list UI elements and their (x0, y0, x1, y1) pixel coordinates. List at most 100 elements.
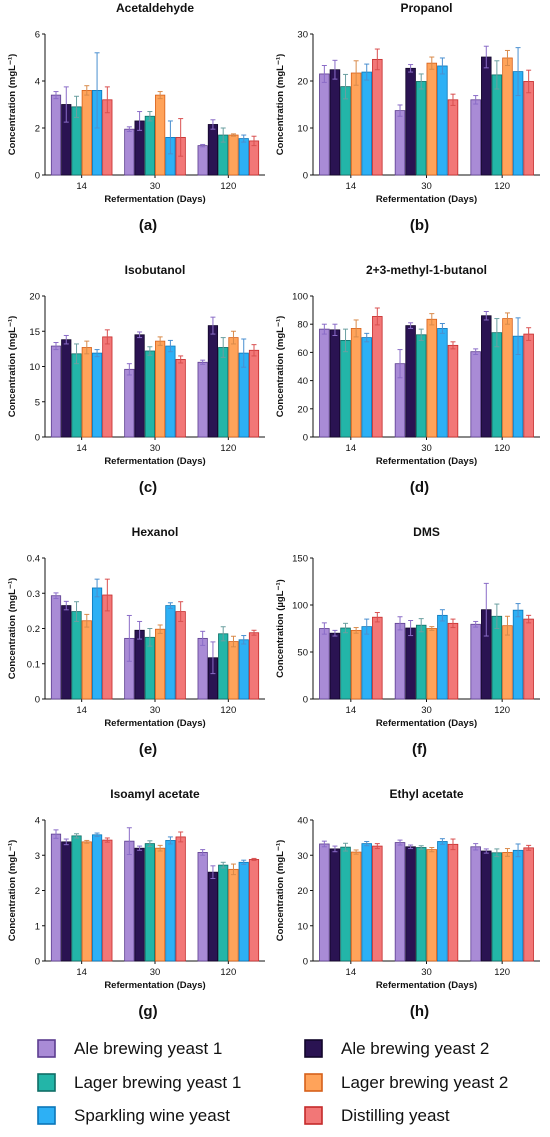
y-axis-label: Concentration (mgL⁻¹) (275, 840, 286, 942)
bar (61, 841, 72, 962)
bar (426, 318, 438, 438)
bar (91, 834, 103, 962)
legend-swatch (37, 1073, 56, 1092)
bar (248, 349, 260, 438)
bar (523, 618, 534, 700)
panel-title: Isoamyl acetate (110, 787, 200, 801)
bar (415, 81, 427, 176)
y-tick-label: 4 (35, 77, 40, 88)
bar (218, 347, 229, 438)
legend-item: Distilling yeast (304, 1106, 450, 1125)
bar (470, 623, 481, 700)
bar (340, 86, 351, 176)
bar (329, 848, 341, 962)
panel-letter: (h) (410, 1003, 429, 1020)
bar (50, 345, 62, 438)
x-tick-label: 120 (494, 181, 510, 192)
bar (405, 325, 416, 438)
panel-title: 2+3-methyl-1-butanol (366, 263, 487, 277)
x-tick-label: 14 (76, 181, 87, 192)
x-tick-label: 14 (76, 705, 87, 716)
bar (248, 859, 260, 962)
bar (329, 329, 341, 438)
y-tick-label: 0.4 (27, 554, 40, 565)
legend-swatch (37, 1106, 56, 1125)
x-tick-label: 120 (220, 967, 236, 978)
bar (372, 616, 383, 700)
bar (155, 94, 166, 176)
x-tick-label: 14 (76, 967, 87, 978)
bar (124, 840, 135, 962)
bar (329, 632, 341, 700)
bar (502, 57, 513, 176)
bar (523, 333, 534, 438)
bar (165, 840, 176, 962)
x-tick-label: 120 (494, 967, 510, 978)
bar (512, 609, 524, 700)
bar (238, 138, 249, 176)
bar (405, 627, 416, 700)
bar (50, 595, 62, 700)
x-tick-label: 30 (421, 967, 432, 978)
bar (470, 351, 481, 438)
y-tick-label: 20 (29, 292, 40, 303)
bar (481, 315, 492, 438)
panel-h: Ethyl acetate 0 10 20 30 40 Concentration (mgL… (275, 787, 540, 1020)
bar (491, 852, 503, 962)
bar (350, 851, 362, 962)
bar (91, 587, 103, 700)
x-axis-label: Refermentation (Days) (104, 194, 205, 205)
x-axis-label: Refermentation (Days) (376, 980, 477, 991)
x-axis-label: Refermentation (Days) (376, 718, 477, 729)
legend-item: Sparkling wine yeast (37, 1106, 230, 1125)
legend-label: Ale brewing yeast 2 (341, 1039, 489, 1058)
y-tick-label: 0.1 (27, 659, 40, 670)
x-tick-label: 14 (346, 181, 357, 192)
bar (81, 347, 92, 438)
panel-g: Isoamyl acetate 0 1 2 3 4 Concentration (mgL⁻¹… (7, 787, 265, 1020)
y-tick-label: 30 (297, 30, 308, 41)
bar (426, 62, 438, 176)
x-axis-label: Refermentation (Days) (104, 718, 205, 729)
bar (197, 637, 208, 700)
panel-title: Ethyl acetate (389, 787, 463, 801)
bar (340, 340, 351, 438)
x-tick-label: 30 (421, 181, 432, 192)
y-tick-label: 4 (35, 816, 40, 827)
bar (228, 337, 239, 438)
bar (372, 58, 383, 176)
bar (134, 629, 145, 700)
legend-label: Lager brewing yeast 1 (74, 1073, 241, 1092)
y-tick-label: 5 (35, 397, 40, 408)
y-axis-label: Concentration (mgL⁻¹) (7, 840, 18, 942)
y-tick-label: 20 (297, 886, 308, 897)
bar (197, 361, 208, 438)
bar (175, 359, 186, 438)
x-tick-label: 120 (494, 705, 510, 716)
bar (165, 345, 176, 438)
bar (91, 352, 103, 438)
bar (175, 836, 186, 962)
y-tick-label: 10 (297, 921, 308, 932)
panel-d: 2+3-methyl-1-butanol 0 20 40 60 80 100 Concentr… (275, 263, 540, 496)
legend-label: Sparkling wine yeast (74, 1106, 230, 1125)
bar (361, 71, 372, 176)
bar (102, 839, 113, 962)
bar (50, 94, 62, 176)
x-axis-label: Refermentation (Days) (104, 980, 205, 991)
bar (502, 625, 513, 700)
x-axis-label: Refermentation (Days) (376, 194, 477, 205)
x-axis-label: Refermentation (Days) (376, 456, 477, 467)
panel-e: Hexanol 0 0.1 0.2 0.3 0.4 Concentration (mgL⁻¹… (7, 525, 265, 758)
bar (218, 864, 229, 962)
panel-f: DMS 0 50 100 150 Concentration (µgL⁻¹) 14 30 120… (275, 525, 540, 758)
bar (238, 639, 249, 700)
bar (394, 622, 406, 700)
legend-item: Ale brewing yeast 2 (304, 1039, 489, 1058)
y-tick-label: 50 (297, 648, 308, 659)
bar (228, 134, 239, 176)
bar (405, 67, 416, 176)
y-axis-label: Concentration (mgL⁻¹) (7, 316, 18, 418)
y-tick-label: 80 (297, 320, 308, 331)
